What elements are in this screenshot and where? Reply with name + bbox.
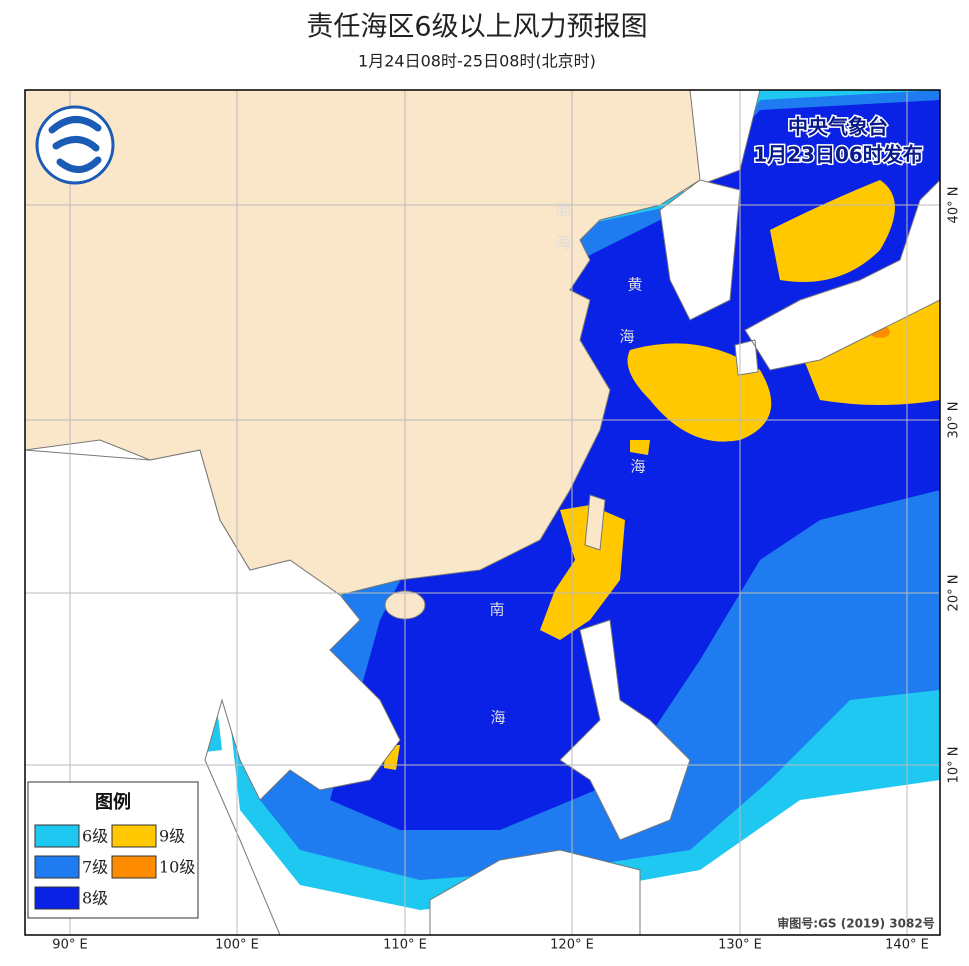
land-japan	[734, 179, 940, 376]
wind-zone-8	[330, 100, 940, 830]
title: 责任海区6级以上风力预报图	[306, 12, 647, 43]
longitude-label: 100° E	[215, 938, 259, 953]
issuer-agency: 中央气象台	[788, 115, 888, 139]
legend-title: 图例	[95, 791, 131, 813]
legend-label: 9级	[159, 827, 185, 846]
land-borneo	[429, 849, 641, 935]
approval-number: 审图号:GS (2019) 3082号	[777, 916, 934, 931]
legend-swatch	[34, 855, 80, 879]
longitude-label: 120° E	[550, 938, 594, 953]
longitude-label: 110° E	[383, 938, 427, 953]
land-china	[25, 90, 701, 596]
subtitle: 1月24日08时-25日08时(北京时)	[358, 52, 596, 71]
issue-time: 1月23日06时发布	[753, 143, 923, 167]
latitude-label: 10° N	[947, 747, 962, 784]
latitude-label: 40° N	[947, 187, 962, 224]
longitude-label: 90° E	[52, 938, 87, 953]
legend-swatch	[111, 824, 157, 848]
legend: 图例 6级 9级 7级 10级 8级	[27, 781, 199, 919]
legend-swatch	[111, 855, 157, 879]
legend-label: 10级	[159, 858, 195, 877]
legend-label: 6级	[82, 827, 108, 846]
sea-label: 海	[555, 234, 570, 252]
land-korea	[659, 179, 741, 321]
longitude-label: 140° E	[885, 938, 929, 953]
wind-zone-9	[384, 180, 940, 770]
legend-swatch	[34, 886, 80, 910]
sea-label: 海	[619, 328, 634, 346]
sea-label: 南	[489, 601, 504, 619]
logo	[35, 105, 115, 185]
map-frame	[24, 89, 941, 936]
legend-swatch	[34, 824, 80, 848]
sea-label: 渤	[555, 201, 570, 219]
land-philippines	[559, 619, 691, 841]
sea-label: 海	[490, 709, 505, 727]
land-taiwan	[584, 494, 606, 551]
longitude-label: 130° E	[718, 938, 762, 953]
legend-label: 7级	[82, 858, 108, 877]
legend-label: 8级	[82, 889, 108, 908]
sea-label: 海	[630, 458, 645, 476]
sea-label: 黄	[627, 276, 642, 294]
latitude-label: 30° N	[947, 402, 962, 439]
latitude-label: 20° N	[947, 575, 962, 612]
